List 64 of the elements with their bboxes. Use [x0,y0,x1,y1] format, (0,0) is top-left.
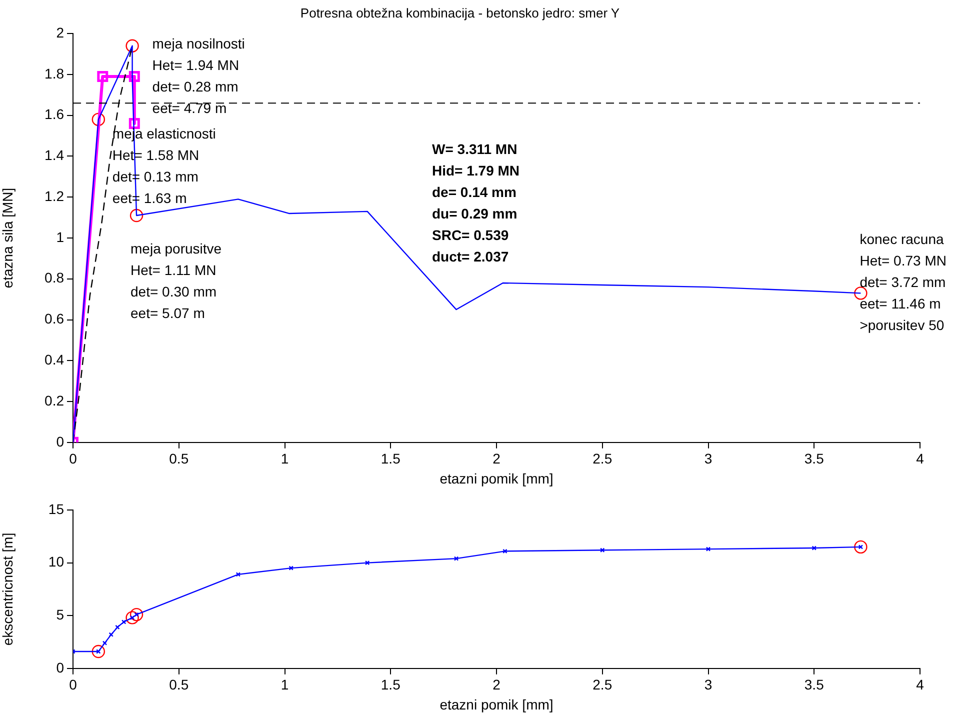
y-tick-label: 0 [56,659,64,676]
x-tick-label: 2 [492,450,501,467]
x-tick-label: 0.5 [169,676,189,693]
x-tick-label: 1.5 [380,450,401,467]
x-tick-label: 4 [916,676,924,693]
y-tick-label: 1.6 [44,106,64,122]
y-tick-label: 1.8 [44,65,64,82]
y-axis-title: etazna sila [MN] [0,188,16,288]
point [502,548,508,554]
y-tick-label: 0.6 [44,310,64,327]
point [121,620,126,624]
point [130,208,144,222]
y-tick-label: 0.2 [44,392,64,408]
y-tick-label: 0 [56,433,64,450]
y-tick-label: 15 [48,500,64,517]
y-tick-label: 5 [56,606,64,622]
point [126,611,139,624]
x-tick-label: 3.5 [804,676,824,693]
chart-title: Potresna obtežna kombinacija - betonsko jedro: smer Y [300,5,620,20]
x-tick-label: 2.5 [592,676,612,693]
y-tick-label: 1 [56,228,64,245]
x-tick-label: 2 [492,676,501,693]
point [108,632,114,637]
y-tick-label: 1.2 [44,188,64,204]
y-axis-title: ekscentricnost [m] [0,532,16,646]
point [854,286,868,300]
point [92,644,106,658]
annotation: W= 3.311 MN Hid= 1.79 MN de= 0.14 mm du= 0.29 mm SRC= 0.539 duct= 2.037 [432,140,520,264]
x-tick-label: 2.5 [592,450,612,467]
x-axis-title: etazni pomik [mm] [440,696,554,712]
y-tick-label: 0.4 [44,352,64,368]
annotation: meja nosilnosti Het= 1.94 MN det= 0.28 mm eet= 4.79 m [152,36,245,116]
point [97,71,108,82]
point [102,640,108,646]
point [706,546,711,552]
x-tick-label: 3 [704,676,712,693]
x-tick-label: 4 [916,450,924,467]
x-tick-label: 3.5 [804,450,824,467]
point [854,540,868,554]
point [115,624,120,630]
point [600,548,605,552]
y-tick-label: 10 [48,554,64,570]
point [454,556,459,561]
x-tick-label: 3 [704,450,712,467]
x-tick-label: 1 [280,676,289,693]
y-tick-label: 0.8 [44,270,64,286]
annotation: konec racuna Het= 0.73 MN det= 3.72 mm eet= 11.46 m >porusitev 50 [860,231,946,334]
x-tick-label: 0 [69,450,78,467]
y-tick-label: 1.4 [44,147,64,164]
x-axis-title: etazni pomik [mm] [440,470,554,486]
point [130,608,144,622]
x-tick-label: 0.5 [169,450,189,467]
annotation: meja porusitve Het= 1.11 MN det= 0.30 mm eet= 5.07 m [130,240,222,321]
point [92,112,106,126]
y-tick-label: 2 [56,24,64,40]
x-tick-label: 0 [69,676,78,693]
point [126,39,139,52]
x-tick-label: 1 [280,450,289,467]
point [288,566,294,570]
point [128,71,140,82]
point [364,560,370,566]
x-tick-label: 1.5 [380,676,401,693]
point [812,546,816,550]
point [236,572,241,577]
